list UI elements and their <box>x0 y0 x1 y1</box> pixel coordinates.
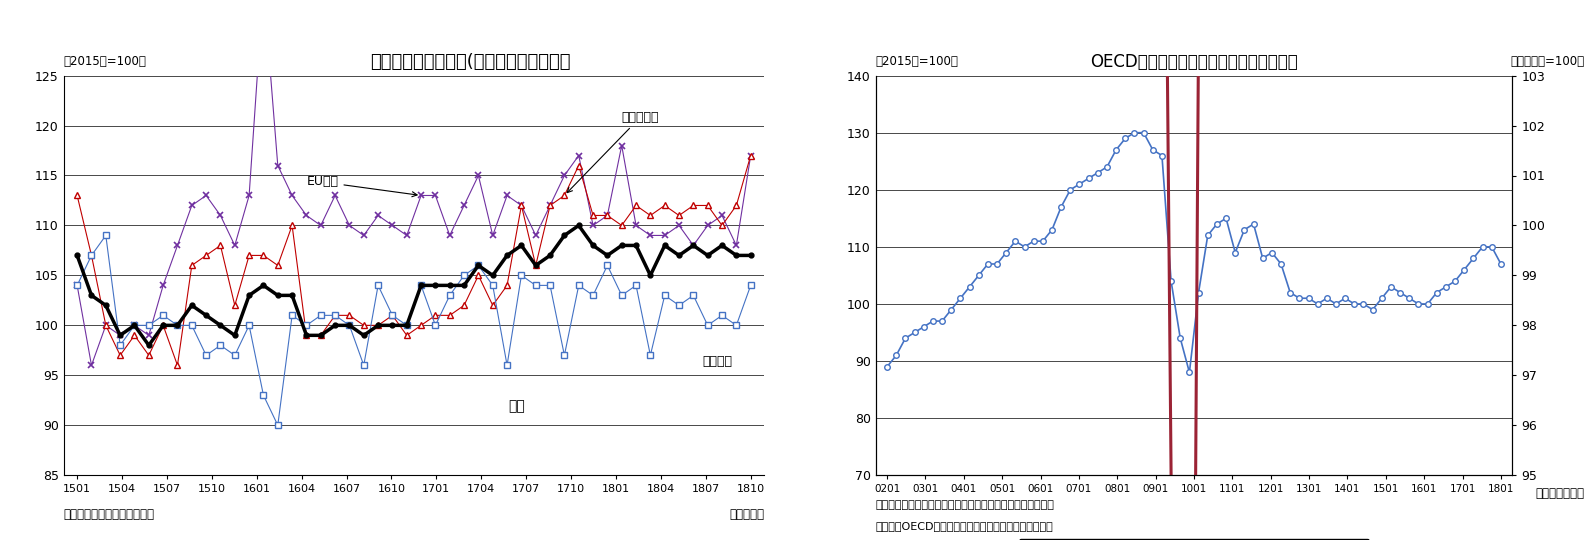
Text: （長期平均=100）: （長期平均=100） <box>1509 55 1584 68</box>
Title: OECD景気先行指数と輸出数量指数の関係: OECD景気先行指数と輸出数量指数の関係 <box>1091 53 1297 71</box>
Text: EU向け: EU向け <box>306 176 417 197</box>
Legend: 輸出数量指数, OECD景気先行指数（OECD+非加盟主要6カ国、右目盛）: 輸出数量指数, OECD景気先行指数（OECD+非加盟主要6カ国、右目盛） <box>1019 539 1369 540</box>
Text: （年・四半期）: （年・四半期） <box>1535 487 1584 500</box>
Text: アジア向け: アジア向け <box>567 111 659 193</box>
Text: （注）輸出数量指数はニッセイ基礎研究所による季節調整値: （注）輸出数量指数はニッセイ基礎研究所による季節調整値 <box>876 500 1054 510</box>
Text: （年・月）: （年・月） <box>729 508 764 522</box>
Text: 米国向け: 米国向け <box>702 355 732 368</box>
Text: （出所）OECD「景気先行指数」、財務省「貿易統計」: （出所）OECD「景気先行指数」、財務省「貿易統計」 <box>876 521 1054 531</box>
Text: 全体: 全体 <box>508 399 525 413</box>
Text: （2015年=100）: （2015年=100） <box>876 55 958 68</box>
Text: （資料）財務省「貿易統計」: （資料）財務省「貿易統計」 <box>64 508 154 522</box>
Text: （2015年=100）: （2015年=100） <box>64 55 146 68</box>
Title: 地域別輸出数量指数(季節調整値）の推移: 地域別輸出数量指数(季節調整値）の推移 <box>369 53 570 71</box>
